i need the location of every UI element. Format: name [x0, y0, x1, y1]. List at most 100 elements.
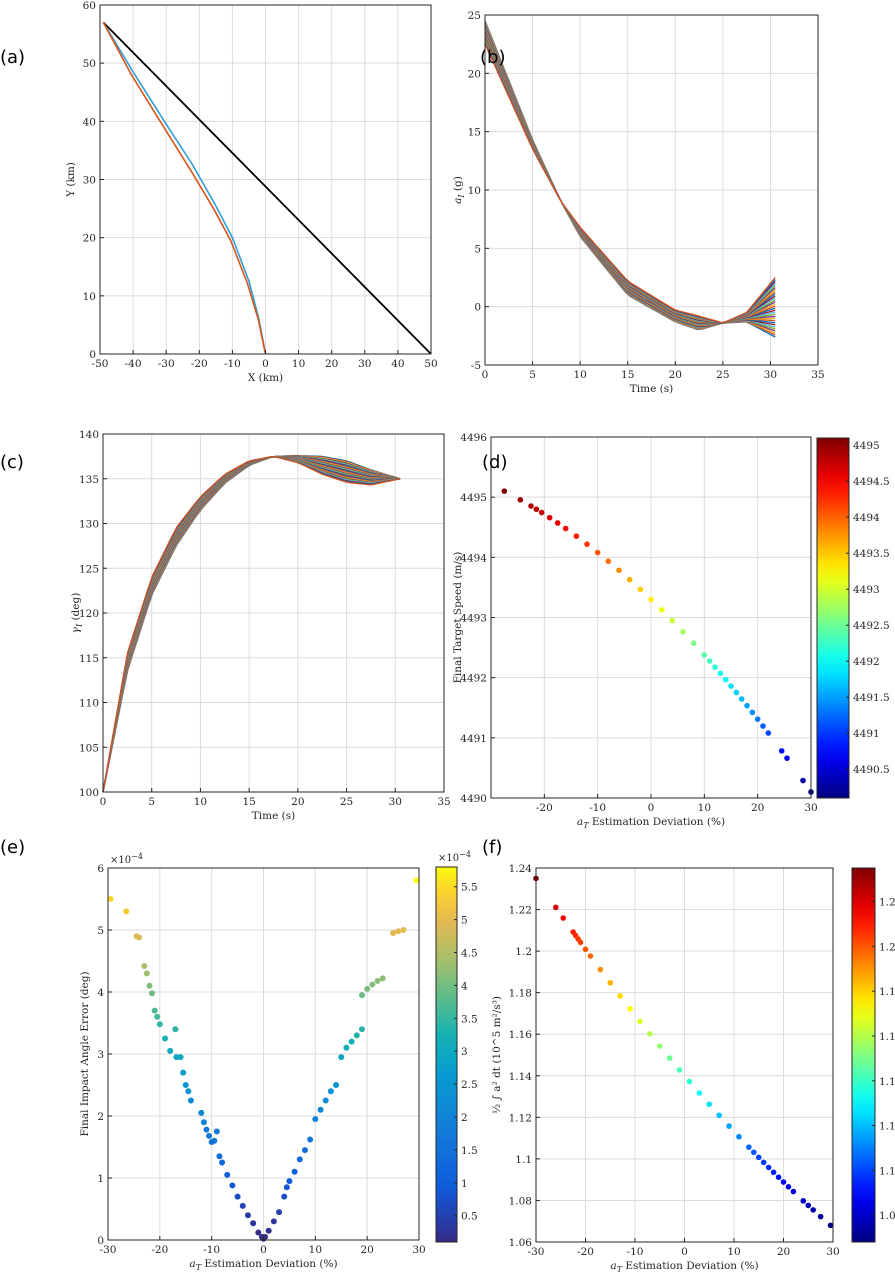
scatter-point [626, 576, 633, 583]
series-line [102, 456, 401, 793]
scatter-point [276, 1209, 283, 1216]
scatter-point [172, 1026, 179, 1033]
y-tick-label: 15 [468, 127, 481, 139]
y-tick-label: 10 [468, 185, 481, 197]
y-tick-label: 1.2 [515, 946, 532, 958]
scatter-point [800, 777, 806, 784]
colorbar-tick-label: 1 [461, 1178, 468, 1190]
y-tick-label: 1.24 [509, 863, 533, 875]
colorbar-tick-label: 3 [461, 1046, 468, 1058]
scatter-point [656, 1043, 663, 1049]
x-tick-label: 30 [764, 369, 777, 381]
x-tick-label: 5 [148, 796, 155, 808]
x-tick-label: 20 [360, 1244, 373, 1256]
scatter-point [369, 981, 376, 988]
y-tick-label: 50 [83, 58, 96, 70]
scatter-point [239, 1202, 246, 1209]
scatter-point [517, 496, 524, 503]
scatter-point [554, 520, 561, 526]
scatter-point [229, 1182, 236, 1189]
scatter-point [785, 1183, 792, 1190]
x-tick-label: 30 [412, 1244, 425, 1256]
scatter-point [648, 596, 654, 603]
y-tick-label: -5 [471, 360, 481, 372]
y-axis-label: Final Target Speed (m/s) [452, 552, 464, 684]
x-tick-label: 20 [325, 358, 338, 370]
x-axis-label: aT Estimation Deviation (%) [610, 1260, 758, 1272]
y-tick-label: 4493 [460, 613, 487, 625]
scatter-point [162, 1035, 169, 1042]
scatter-point [616, 567, 622, 574]
scatter-point [658, 607, 665, 613]
scatter-point [607, 979, 614, 986]
x-tick-label: 20 [751, 802, 764, 814]
x-tick-label: -20 [191, 358, 208, 370]
scatter-point [587, 953, 594, 959]
scatter-point [770, 1169, 777, 1176]
scatter-point [286, 1178, 293, 1185]
scatter-point [760, 723, 766, 729]
scatter-point [577, 939, 584, 946]
scatter-point [744, 702, 750, 709]
scatter-point [307, 1136, 314, 1143]
scatter-point [738, 696, 745, 702]
scatter-point [283, 1184, 290, 1191]
y-tick-label: 1.22 [509, 905, 532, 917]
y-tick-label: 2 [97, 1111, 104, 1123]
scatter-point [265, 1227, 272, 1234]
colorbar-tick-label: 1.14 [879, 1076, 895, 1088]
scatter-point [224, 1171, 231, 1178]
scatter-point [669, 617, 676, 624]
scatter-point [364, 985, 371, 992]
panel-label: (b) [480, 47, 505, 68]
scatter-point [374, 977, 381, 984]
scatter-point [637, 1018, 643, 1025]
colorbar-tick-label: 4490.5 [853, 764, 890, 776]
scatter-point [810, 1207, 816, 1213]
scatter-point [151, 1007, 158, 1014]
panel-label: (e) [0, 837, 25, 858]
scatter-point [187, 1097, 194, 1104]
y-tick-label: 4495 [460, 492, 487, 504]
x-axis-label: Time (s) [630, 383, 673, 395]
x-tick-label: 35 [811, 369, 824, 381]
x-tick-label: 0 [648, 802, 655, 814]
scatter-point [154, 1013, 161, 1020]
x-tick-label: 20 [777, 1246, 790, 1258]
y-tick-label: 10 [83, 291, 96, 303]
x-tick-label: 10 [309, 1244, 322, 1256]
x-tick-label: 15 [242, 796, 255, 808]
y-tick-label: 4496 [460, 432, 487, 444]
y-tick-label: 25 [468, 10, 481, 22]
x-tick-label: 10 [194, 796, 207, 808]
scatter-point [560, 915, 567, 921]
colorbar-tick-label: 1.16 [879, 1031, 895, 1043]
scatter-point [686, 1078, 693, 1085]
scatter-point [717, 670, 724, 677]
scatter-point [173, 1054, 180, 1061]
x-tick-label: 0 [482, 369, 489, 381]
y-tick-label: 4491 [460, 733, 487, 745]
scatter-point [353, 1032, 360, 1039]
scatter-point [400, 927, 407, 933]
scatter-point [733, 689, 740, 696]
scatter-point [123, 908, 130, 915]
scatter-point [167, 1047, 174, 1054]
panel-label: (a) [0, 47, 25, 68]
scatter-point [343, 1044, 350, 1051]
scatter-point [296, 1156, 303, 1163]
x-tick-label: 10 [292, 358, 305, 370]
colorbar-tick-label: 4491 [853, 728, 880, 740]
scatter-point [584, 541, 590, 547]
y-tick-label: 60 [83, 0, 96, 12]
scatter-point [390, 930, 397, 937]
colorbar-tick-label: 4.5 [461, 948, 478, 960]
y-tick-label: 110 [79, 698, 99, 710]
scatter-point [244, 1212, 251, 1219]
colorbar-tick-label: 5.5 [461, 882, 478, 894]
colorbar-exponent: ×10−4 [438, 850, 471, 864]
scatter-point [751, 1149, 757, 1156]
scatter-point [203, 1126, 210, 1133]
